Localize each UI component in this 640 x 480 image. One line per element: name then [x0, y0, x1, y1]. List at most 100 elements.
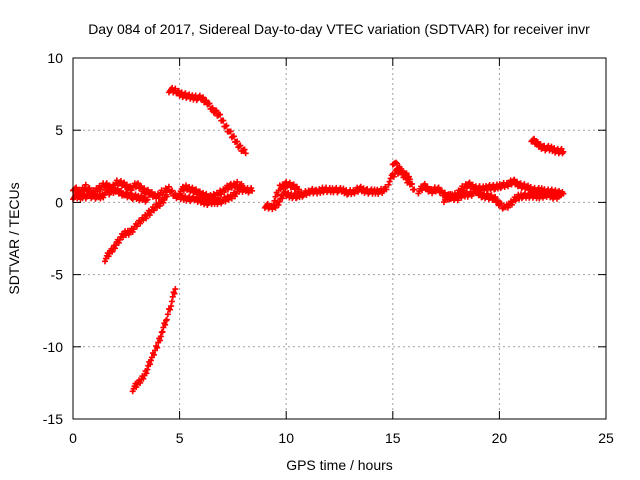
tick-labels: 0 5 10 15 20 25 -15 -10 -5 0 5 10 [43, 50, 614, 446]
data-point [144, 186, 151, 193]
data-point [403, 170, 410, 177]
data-point [290, 181, 297, 188]
data-point [558, 145, 565, 152]
data-point [493, 198, 500, 205]
data-point [138, 192, 145, 199]
data-point [238, 180, 245, 187]
series-main-band [70, 159, 567, 213]
data-point [73, 184, 80, 191]
plot-frame [72, 57, 607, 420]
data-point [140, 375, 147, 382]
data-point [116, 236, 123, 243]
data-point [438, 187, 445, 194]
data-point [157, 333, 164, 340]
data-point [242, 150, 249, 157]
data-point [390, 173, 397, 180]
data-point [220, 117, 227, 124]
series-upper-arc-late [528, 135, 567, 157]
data-points [70, 84, 567, 395]
data-point [147, 357, 154, 364]
y-tick-label: 0 [55, 194, 63, 210]
data-point [227, 128, 234, 135]
x-axis-label: GPS time / hours [286, 457, 393, 473]
data-point [148, 189, 155, 196]
data-point [531, 135, 538, 142]
data-point [230, 133, 237, 140]
x-tick-label: 15 [385, 430, 401, 446]
data-point [112, 245, 119, 252]
y-axis-label: SDTVAR / TECUs [6, 182, 22, 294]
data-point [182, 182, 189, 189]
data-point [408, 180, 415, 187]
data-point [164, 311, 171, 318]
data-point [465, 191, 472, 198]
data-point [249, 187, 256, 194]
data-point [115, 239, 122, 246]
data-point [193, 186, 200, 193]
data-point [394, 160, 401, 167]
data-point [240, 184, 247, 191]
data-point [154, 344, 161, 351]
series-lower-arc [129, 286, 179, 395]
x-tick-label: 0 [69, 430, 77, 446]
data-point [282, 188, 289, 195]
data-point [163, 193, 170, 200]
data-point [163, 316, 170, 323]
data-point [223, 122, 230, 129]
series-rising-arc [101, 191, 170, 265]
y-tick-label: -10 [43, 339, 63, 355]
data-point [398, 165, 405, 172]
data-point [402, 171, 409, 178]
data-point [165, 183, 172, 190]
data-point [239, 185, 246, 192]
data-point [271, 197, 278, 204]
y-tick-label: 10 [47, 50, 63, 66]
data-point [109, 248, 116, 255]
data-point [137, 379, 144, 386]
data-point [216, 197, 223, 204]
data-point [175, 87, 182, 94]
x-tick-label: 25 [598, 430, 614, 446]
ticks [72, 57, 607, 420]
data-point [162, 317, 169, 324]
data-point [492, 193, 499, 200]
data-point [209, 104, 216, 111]
data-point [504, 204, 511, 211]
data-point [270, 201, 277, 208]
data-point [234, 178, 241, 185]
data-point [469, 181, 476, 188]
data-point [117, 178, 124, 185]
data-point [560, 148, 567, 155]
data-point [234, 138, 241, 145]
data-point [237, 181, 244, 188]
data-point [168, 298, 175, 305]
data-point [156, 337, 163, 344]
data-point [558, 192, 565, 199]
data-point [434, 185, 441, 192]
data-point [133, 181, 140, 188]
data-point [117, 187, 124, 194]
x-tick-label: 5 [176, 430, 184, 446]
data-point [213, 107, 220, 114]
data-point [127, 190, 134, 197]
data-point [279, 195, 286, 202]
data-point [276, 198, 283, 205]
data-point [202, 98, 209, 105]
data-point [386, 178, 393, 185]
data-point [435, 184, 442, 191]
data-point [169, 293, 176, 300]
data-point [137, 184, 144, 191]
data-point [385, 181, 392, 188]
data-point [248, 185, 255, 192]
data-point [387, 175, 394, 182]
data-point [203, 97, 210, 104]
data-point [114, 185, 121, 192]
chart-title: Day 084 of 2017, Sidereal Day-to-day VTE… [88, 21, 590, 37]
data-point [144, 366, 151, 373]
data-point [198, 95, 205, 102]
data-point [498, 200, 505, 207]
data-point [91, 191, 98, 198]
data-point [167, 306, 174, 313]
